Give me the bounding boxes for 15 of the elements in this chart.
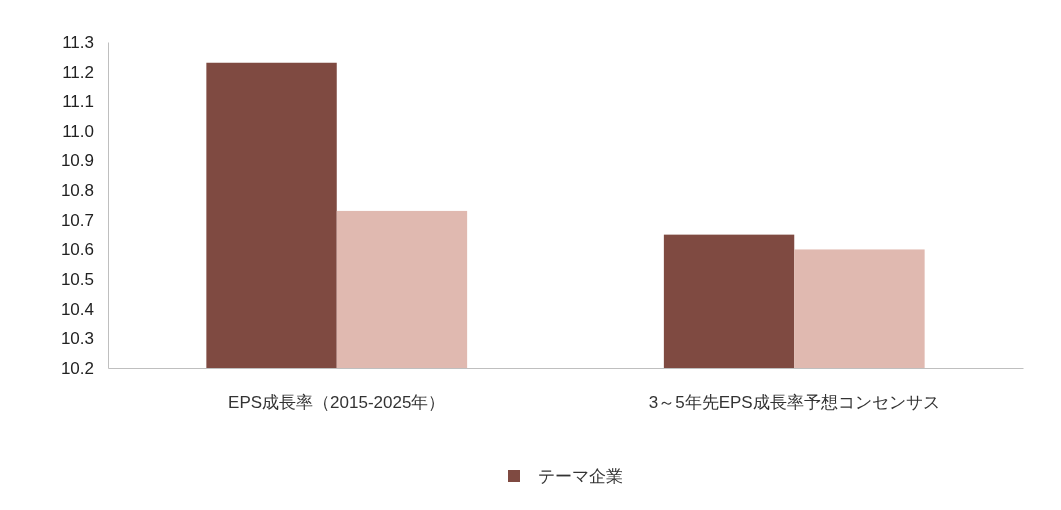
y-tick-label: 10.5 xyxy=(60,270,94,290)
y-tick-label: 11.1 xyxy=(62,92,94,112)
y-tick-label: 11.3 xyxy=(62,32,94,52)
y-tick-label: 10.9 xyxy=(60,151,94,171)
x-tick-label: 3～5年先EPS成長率予想コンセンサス xyxy=(648,393,940,413)
y-tick-label: 10.6 xyxy=(60,240,94,260)
y-tick-label: 10.4 xyxy=(60,299,94,319)
y-tick-label: 10.2 xyxy=(60,358,94,378)
y-tick-label: 11.0 xyxy=(62,121,94,141)
y-tick-label: 10.7 xyxy=(60,210,94,230)
legend-label: テーマ企業 xyxy=(538,465,623,486)
y-tick-label: 10.8 xyxy=(60,181,94,201)
x-tick-label: EPS成長率（2015-2025年） xyxy=(228,393,446,413)
y-tick-label: 11.2 xyxy=(62,62,94,82)
y-tick-label: 10.3 xyxy=(60,329,94,349)
